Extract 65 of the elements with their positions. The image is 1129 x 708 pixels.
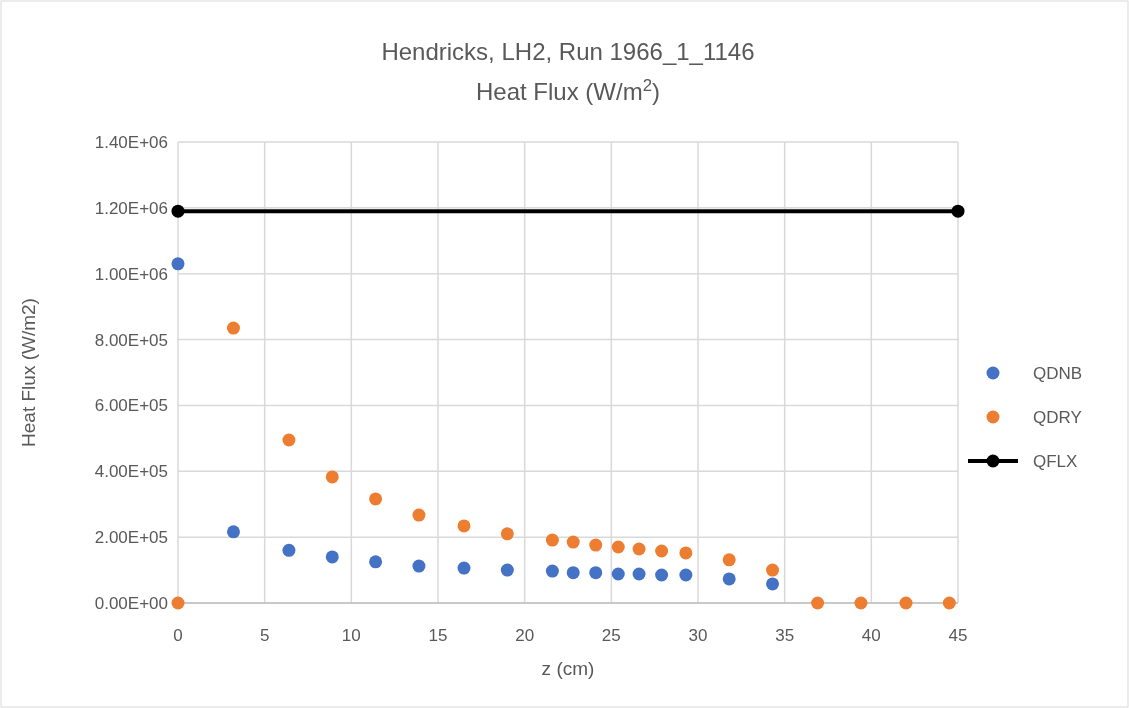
point [766, 577, 780, 591]
y-tick-label: 6.00E+05 [94, 396, 168, 416]
point [722, 553, 736, 567]
point [766, 563, 780, 577]
x-tick-label: 20 [515, 626, 535, 645]
y-tick-label: 4.00E+05 [94, 462, 168, 482]
point [171, 596, 185, 610]
point [545, 564, 559, 578]
x-axis-title: z (cm) [541, 658, 595, 679]
point [589, 538, 603, 552]
point [325, 550, 339, 564]
point [545, 533, 559, 547]
point [655, 544, 669, 558]
point [655, 568, 669, 582]
point [226, 525, 240, 539]
legend-label: QFLX [1033, 452, 1078, 471]
x-tick-label: 45 [948, 626, 968, 645]
point [566, 535, 580, 549]
x-tick-label: 15 [428, 626, 448, 645]
point [171, 257, 185, 271]
x-tick-label: 10 [341, 626, 361, 645]
point [632, 567, 646, 581]
x-tick-label: 30 [688, 626, 708, 645]
y-axis-title: Heat Flux (W/m2) [18, 298, 39, 447]
point [500, 563, 514, 577]
point [811, 596, 825, 610]
point [226, 321, 240, 335]
x-tick-label: 0 [173, 626, 183, 645]
y-tick-label: 1.20E+06 [94, 198, 168, 218]
point [632, 542, 646, 556]
point [282, 543, 296, 557]
chart-title: Hendricks, LH2, Run 1966_1_1146 [381, 38, 755, 65]
y-tick-label: 8.00E+05 [94, 330, 168, 350]
x-tick-label: 35 [775, 626, 795, 645]
y-tick-label: 1.00E+06 [94, 264, 168, 284]
point [369, 492, 383, 506]
point [854, 596, 868, 610]
x-tick-label: 25 [601, 626, 621, 645]
point [589, 566, 603, 580]
point [412, 508, 426, 522]
point [412, 559, 426, 573]
point [899, 596, 913, 610]
point [457, 561, 471, 575]
x-tick-label: 40 [861, 626, 881, 645]
x-tick-label: 5 [259, 626, 270, 645]
point [325, 470, 339, 484]
point [566, 566, 580, 580]
y-tick-label: 1.40E+06 [94, 133, 168, 152]
point [951, 204, 965, 218]
y-tick-label: 0.00E+00 [94, 594, 168, 613]
point [679, 546, 693, 560]
point [611, 567, 625, 581]
legend-label: QDNB [1033, 364, 1083, 383]
point [457, 519, 471, 533]
point [611, 540, 625, 554]
point [282, 433, 296, 447]
point [679, 568, 693, 582]
y-tick-label: 2.00E+05 [94, 528, 168, 548]
point [171, 204, 185, 218]
chart-subtitle: Heat Flux (W/m$^{2}$) [475, 75, 661, 105]
point [722, 572, 736, 586]
point [500, 527, 514, 541]
point [369, 555, 383, 569]
legend-label: QDRY [1033, 408, 1082, 427]
point [942, 596, 956, 610]
